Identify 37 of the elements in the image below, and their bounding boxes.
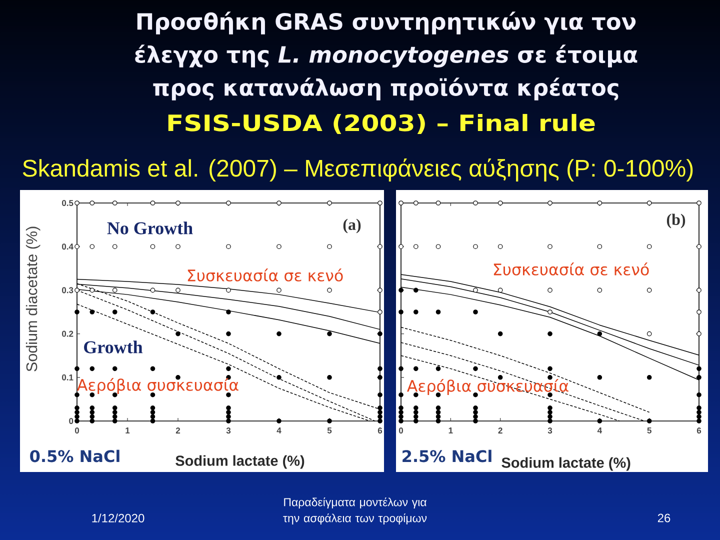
text: 1/12/2020 bbox=[92, 514, 144, 522]
x-axis-title: Sodium lactate (%) bbox=[176, 455, 304, 469]
x-tick-label: 1 bbox=[448, 428, 453, 434]
chart-subtitle: FSIS-USDA (2003) – Final rule bbox=[168, 114, 595, 134]
x-axis-title: Sodium lactate (%) bbox=[502, 457, 630, 471]
annotation: Growth bbox=[84, 340, 143, 354]
y-tick-label: 0.5 bbox=[62, 200, 74, 206]
text: Skandamis et al. (2007) – Μεσεπιφάνειες αύξησης (P: 0-100%) bbox=[22, 158, 693, 182]
text: Παραδείγματα μοντέλων για την ασφάλεια των τροφίμων bbox=[283, 497, 427, 525]
x-tick-label: 6 bbox=[696, 428, 702, 434]
x-tick-label: 4 bbox=[597, 428, 602, 434]
annotation: (b) bbox=[666, 214, 686, 228]
y-axis-title: Sodium diacetate (%) bbox=[26, 226, 40, 372]
annotation: No Growth bbox=[107, 222, 193, 234]
x-tick-label: 0 bbox=[398, 428, 404, 434]
chart-title: Προσθήκη GRAS συντηρητικών για τον έλεγχο της L. monocytogenes σε έτοιμα προς κατανάλωση προϊόντα κρέατος bbox=[135, 12, 638, 100]
y-tick-label: 0.4 bbox=[62, 244, 74, 250]
annotation: (a) bbox=[343, 218, 361, 234]
x-tick-label: 2 bbox=[176, 428, 180, 434]
text: 2.5% NaCl bbox=[402, 450, 492, 462]
x-tick-label: 6 bbox=[378, 428, 382, 434]
x-tick-label: 5 bbox=[327, 428, 332, 434]
text: 26 bbox=[658, 514, 670, 522]
y-tick-label: 0.3 bbox=[62, 287, 74, 294]
y-tick-label: 0 bbox=[69, 418, 74, 424]
x-tick-label: 3 bbox=[548, 428, 552, 434]
y-tick-label: 0.2 bbox=[62, 330, 74, 337]
x-tick-label: 0 bbox=[74, 428, 80, 434]
y-tick-label: 0.1 bbox=[62, 374, 74, 380]
x-tick-label: 4 bbox=[276, 428, 282, 434]
x-tick-label: 3 bbox=[226, 428, 231, 434]
text: 0.5% NaCl bbox=[30, 450, 120, 462]
x-tick-label: 5 bbox=[647, 428, 652, 434]
annotation: Συσκευασία σε κενό bbox=[188, 268, 343, 282]
x-tick-label: 1 bbox=[126, 428, 130, 434]
annotation: Συσκευασία σε κενό bbox=[494, 262, 649, 276]
x-tick-label: 2 bbox=[498, 428, 502, 434]
